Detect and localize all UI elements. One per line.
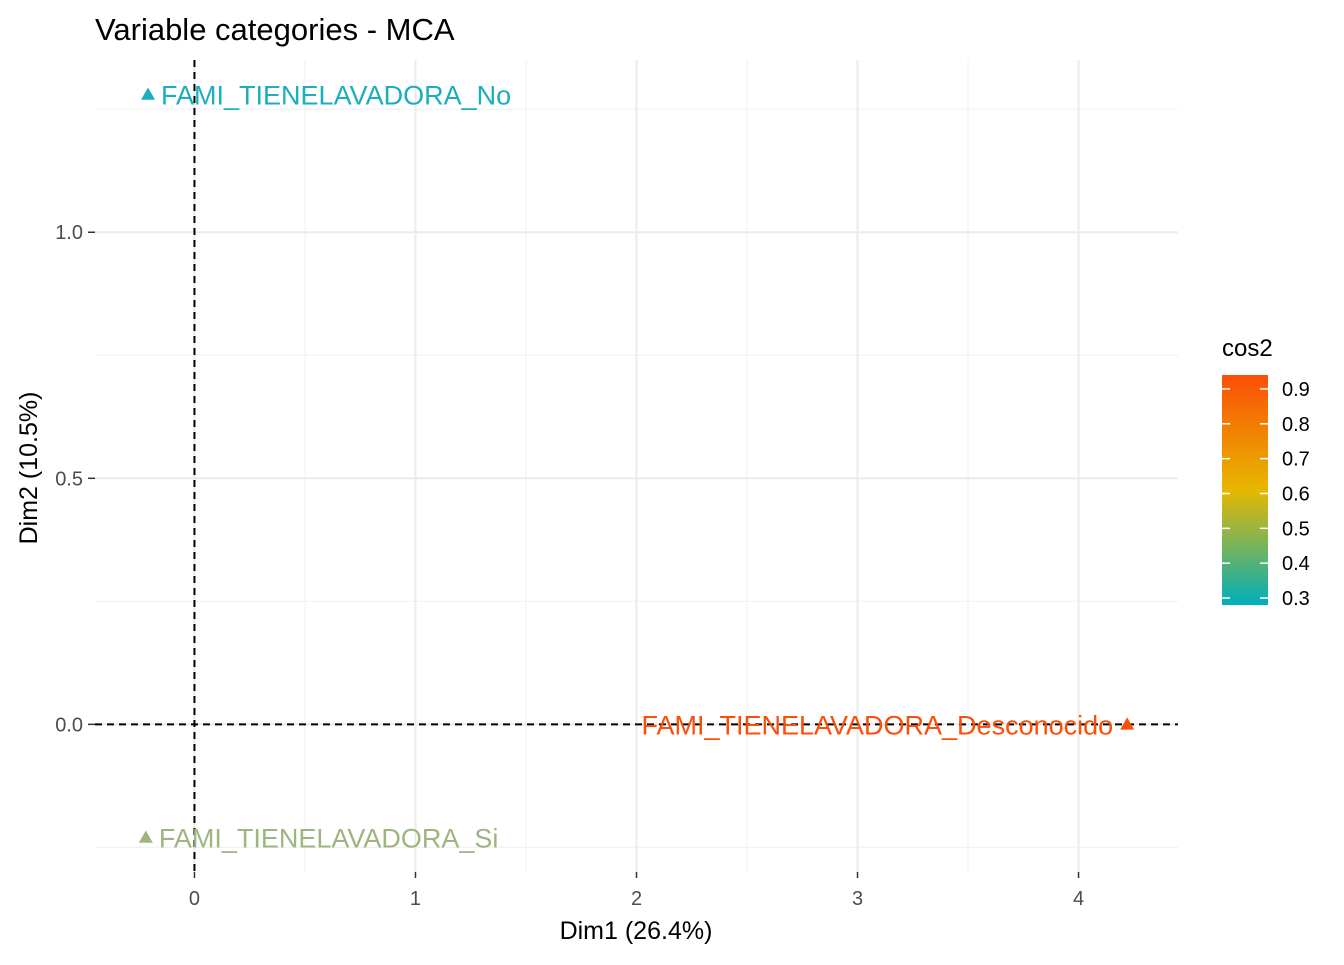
y-tick-label: 0.5: [55, 468, 83, 490]
point-marker: [141, 87, 156, 100]
chart-title: Variable categories - MCA: [95, 12, 455, 47]
cos2-legend: cos2 0.3 0.4 0.5 0.6 0.7 0.8 0.9: [1222, 335, 1310, 610]
y-tick-label: 1.0: [55, 222, 83, 244]
legend-tick-label: 0.3: [1282, 588, 1310, 610]
point-label: FAMI_TIENELAVADORA_Si: [159, 824, 499, 854]
y-tick-label: 0.0: [55, 714, 83, 736]
legend-tick-label: 0.8: [1282, 414, 1310, 436]
data-points: FAMI_TIENELAVADORA_No FAMI_TIENELAVADORA_…: [138, 80, 1135, 854]
x-tick-label: 0: [189, 888, 200, 910]
y-axis-label: Dim2 (10.5%): [15, 392, 43, 545]
legend-tick-label: 0.5: [1282, 518, 1310, 540]
x-axis-label: Dim1 (26.4%): [560, 917, 713, 945]
y-axis: 0.0 0.5 1.0: [55, 222, 95, 736]
point-marker: [1120, 717, 1135, 730]
x-tick-label: 1: [410, 888, 421, 910]
x-tick-label: 4: [1073, 888, 1084, 910]
major-gridlines: [95, 60, 1178, 872]
x-tick-label: 3: [852, 888, 863, 910]
legend-colorbar: [1222, 375, 1268, 605]
reference-lines: [95, 60, 1178, 872]
legend-tick-label: 0.6: [1282, 483, 1310, 505]
legend-tick-label: 0.9: [1282, 379, 1310, 401]
legend-tick-label: 0.4: [1282, 553, 1310, 575]
legend-tick-label: 0.7: [1282, 449, 1310, 471]
point-label: FAMI_TIENELAVADORA_Desconocido: [641, 710, 1113, 740]
x-tick-label: 2: [631, 888, 642, 910]
legend-ticks: 0.3 0.4 0.5 0.6 0.7 0.8 0.9: [1222, 379, 1310, 610]
point-label: FAMI_TIENELAVADORA_No: [161, 80, 511, 110]
x-axis: 0 1 2 3 4: [189, 872, 1084, 910]
point-marker: [138, 830, 153, 843]
legend-title: cos2: [1222, 335, 1273, 362]
